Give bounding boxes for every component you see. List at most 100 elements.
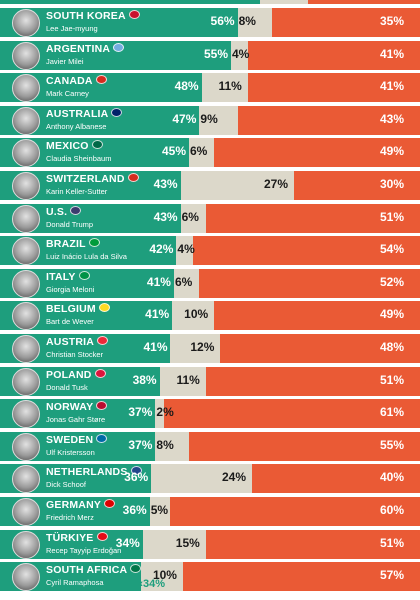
bar-disapprove [294, 171, 420, 200]
country-name: NETHERLANDS [46, 466, 128, 479]
chart-row: TÜRKIYE Recep Tayyip Erdoğan 34% 15% 51% [0, 529, 420, 559]
bar-disapprove [247, 40, 420, 70]
country-label: SOUTH KOREA [46, 10, 140, 22]
country-name: AUSTRIA [46, 336, 95, 348]
flag-icon [104, 499, 116, 508]
approve-value: 56% [210, 14, 235, 28]
approve-value: 43% [153, 177, 178, 191]
leader-name: Giorgia Meloni [46, 284, 95, 294]
bar-disapprove [182, 562, 420, 592]
country-label: AUSTRIA [46, 336, 109, 348]
leader-avatar [12, 335, 40, 363]
bar-disapprove [247, 73, 420, 103]
bar-disapprove [163, 399, 420, 429]
bar-disapprove [170, 497, 420, 526]
neutral-value: 4% [177, 242, 195, 257]
country-label: GERMANY [46, 499, 116, 511]
chart-row: BRAZIL Luiz Inácio Lula da Silva 42% 4% 54% [0, 235, 420, 266]
bar-neutral [180, 203, 206, 233]
leader-name: Donald Trump [46, 219, 94, 229]
leader-avatar [12, 204, 40, 233]
disapprove-value: 52% [379, 274, 404, 289]
bar-neutral [231, 40, 248, 70]
approve-value: 48% [174, 79, 199, 94]
flag-icon [113, 42, 125, 52]
flag-icon [91, 140, 103, 150]
country-label: MEXICO [46, 140, 103, 152]
chart-row: SOUTH AFRICA Cyril Ramaphosa ‹34% 10% 57% [0, 561, 420, 592]
approve-value: 41% [143, 340, 168, 354]
bar-neutral [142, 529, 206, 559]
leader-avatar [12, 367, 40, 396]
bar-neutral [237, 8, 272, 37]
bar-neutral [199, 105, 238, 135]
approve-value: ‹34% [139, 578, 166, 591]
neutral-value: 11% [176, 372, 200, 387]
disapprove-value: 51% [379, 535, 404, 550]
leader-name: Jonas Gahr Støre [46, 415, 106, 425]
leader-avatar [12, 106, 40, 135]
bar-neutral [155, 431, 189, 461]
disapprove-value: 41% [379, 79, 404, 94]
neutral-value: 4% [232, 46, 250, 61]
chart-row: MEXICO Claudia Sheinbaum 45% 6% 49% [0, 137, 420, 168]
leader-name: Cyril Ramaphosa [46, 578, 104, 588]
bar-disapprove [271, 8, 420, 37]
country-name: SOUTH KOREA [46, 10, 126, 22]
approve-value: 43% [153, 209, 178, 224]
leader-name: Lee Jae-myung [46, 24, 98, 33]
chart-row: AUSTRALIA Anthony Albanese 47% 9% 43% [0, 105, 420, 135]
flag-icon [127, 173, 139, 182]
neutral-value: 27% [263, 177, 288, 191]
disapprove-value: 41% [379, 46, 404, 61]
bar-neutral [149, 497, 171, 526]
bar-disapprove [189, 431, 420, 461]
chart-row: SOUTH KOREA Lee Jae-myung 56% 8% 35% [0, 7, 420, 37]
disapprove-value: 35% [379, 14, 404, 28]
neutral-value: 8% [156, 437, 174, 452]
bar-neutral [159, 366, 206, 396]
flag-icon [130, 564, 142, 574]
neutral-value: 6% [174, 274, 193, 289]
chart-row: U.S. Donald Trump 43% 6% 51% [0, 203, 420, 233]
neutral-value: 8% [238, 14, 256, 28]
leader-name: Bart de Wever [46, 317, 94, 327]
leader-name: Recep Tayyip Erdoğan [46, 545, 122, 555]
disapprove-value: 51% [379, 209, 404, 224]
leader-name: Luiz Inácio Lula da Silva [46, 252, 127, 262]
country-name: U.S. [46, 205, 68, 218]
bar-neutral [201, 73, 248, 103]
leader-avatar [12, 237, 40, 266]
neutral-value: 11% [218, 79, 242, 94]
chart-row: GERMANY Friedrich Merz 36% 5% 60% [0, 496, 420, 526]
country-name: SWEDEN [46, 433, 94, 446]
approve-value: 38% [132, 372, 157, 387]
disapprove-value: 40% [379, 470, 404, 485]
bar-disapprove [252, 464, 420, 494]
country-label: AUSTRALIA [46, 107, 123, 120]
bar-disapprove [199, 268, 420, 298]
country-name: POLAND [46, 368, 92, 381]
country-name: CANADA [46, 75, 93, 88]
leader-name: Friedrich Merz [46, 513, 94, 522]
flag-icon [88, 238, 100, 248]
disapprove-value: 60% [379, 503, 404, 517]
neutral-value: 6% [190, 144, 208, 159]
leader-avatar [12, 74, 40, 103]
bar-disapprove [214, 301, 420, 331]
leader-avatar [12, 302, 40, 331]
neutral-value: 6% [181, 209, 199, 224]
leader-name: Karin Keller-Sutter [46, 187, 108, 196]
country-label: POLAND [46, 368, 106, 381]
disapprove-value: 54% [379, 242, 404, 257]
disapprove-value: 49% [379, 144, 404, 159]
leader-avatar [12, 465, 40, 494]
neutral-value: 10% [152, 568, 177, 583]
neutral-value: 2% [156, 405, 174, 420]
bar-neutral [151, 464, 252, 494]
leader-name: Javier Milei [46, 56, 84, 66]
country-name: ITALY [46, 270, 76, 283]
bar-disapprove [237, 105, 420, 135]
country-name: AUSTRALIA [46, 107, 109, 120]
